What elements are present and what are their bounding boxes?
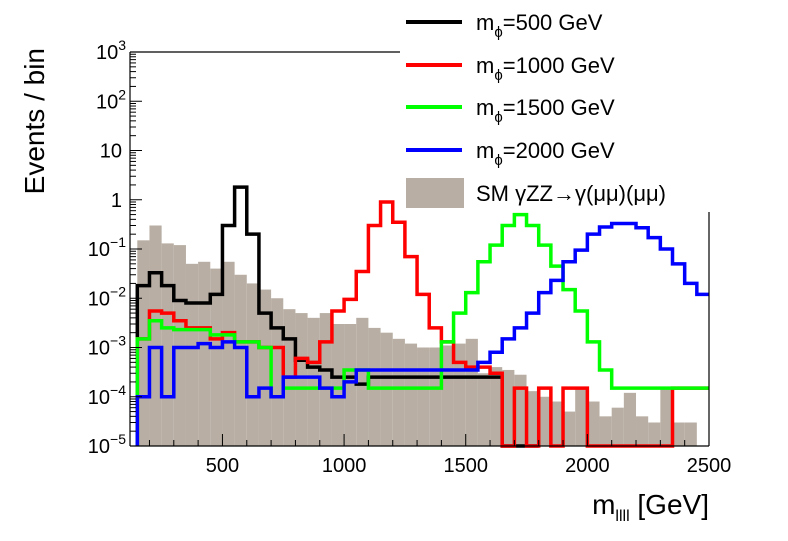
- bar-sm-zz-5: [198, 261, 211, 446]
- bar-sm-zz-41: [636, 416, 649, 446]
- bar-sm-zz-33: [538, 396, 551, 446]
- bar-sm-zz-18: [356, 317, 369, 446]
- y-tick-label-6: 10: [100, 141, 122, 163]
- legend-swatch-4: [406, 178, 464, 208]
- bar-sm-zz-27: [465, 338, 478, 446]
- y-tick-label-8: 103: [96, 37, 126, 64]
- legend-label-2: mϕ=1500 GeV: [476, 95, 615, 126]
- bar-sm-zz-30: [502, 369, 515, 446]
- legend-label-3: mϕ=2000 GeV: [476, 138, 615, 169]
- bar-sm-zz-1: [149, 225, 162, 446]
- bar-sm-zz-6: [210, 268, 223, 446]
- bar-sm-zz-25: [441, 345, 454, 446]
- bar-sm-zz-26: [453, 343, 466, 446]
- series-layer: [135, 185, 709, 448]
- legend-label-1: mϕ=1000 GeV: [476, 53, 615, 84]
- bar-sm-zz-17: [344, 324, 357, 446]
- labels-layer: 500 1000 1500 2000 2500 10−5 10−4 10−3 10−2 10−1 1…: [19, 37, 731, 525]
- bar-sm-zz-35: [563, 411, 576, 446]
- bar-sm-zz-32: [526, 391, 539, 446]
- bar-sm-zz-15: [319, 313, 332, 446]
- x-tick-label-1: 1000: [322, 455, 367, 477]
- bar-sm-zz-21: [392, 338, 405, 446]
- bar-sm-zz-24: [429, 347, 442, 446]
- x-axis-title: mllll [GeV]: [592, 489, 709, 525]
- bar-sm-zz-43: [660, 388, 673, 446]
- legend-label-0: mϕ=500 GeV: [476, 10, 603, 41]
- bar-sm-zz-39: [611, 407, 624, 446]
- x-tick-label-3: 2000: [565, 455, 610, 477]
- legend-label-4: SM γZZ→γ(μμ)(μμ): [476, 181, 666, 206]
- background-layer: [137, 225, 697, 446]
- y-tick-label-0: 10−5: [88, 431, 126, 458]
- series-line-m-phi-2000-gev: [135, 221, 709, 446]
- bar-sm-zz-4: [185, 263, 199, 446]
- legend: mϕ=500 GeV mϕ=1000 GeV mϕ=1500 GeV mϕ=2000 …: [400, 0, 720, 212]
- bar-sm-zz-40: [623, 392, 637, 446]
- bar-sm-zz-0: [137, 240, 150, 446]
- y-tick-label-1: 10−4: [88, 382, 126, 409]
- y-tick-label-3: 10−2: [88, 283, 126, 310]
- bar-sm-zz-7: [222, 261, 235, 446]
- bar-sm-zz-23: [417, 347, 430, 446]
- bar-sm-zz-44: [672, 422, 685, 446]
- bar-sm-zz-29: [490, 367, 503, 446]
- x-tick-label-2: 1500: [443, 455, 488, 477]
- bar-sm-zz-13: [295, 313, 308, 446]
- series-line-m-phi-1500-gev: [135, 212, 709, 446]
- bar-sm-zz-2: [161, 243, 174, 446]
- y-tick-label-7: 102: [96, 86, 126, 113]
- x-tick-label-0: 500: [206, 455, 239, 477]
- bar-sm-zz-9: [246, 283, 259, 446]
- bar-sm-zz-10: [258, 289, 272, 446]
- x-tick-label-4: 2500: [687, 455, 732, 477]
- bar-sm-zz-11: [271, 298, 284, 446]
- y-tick-label-4: 10−1: [88, 234, 126, 261]
- bar-sm-zz-45: [684, 422, 697, 446]
- bar-sm-zz-16: [331, 324, 345, 446]
- ticks-layer: [130, 51, 710, 447]
- bar-sm-zz-3: [173, 245, 186, 446]
- bar-sm-zz-42: [648, 422, 661, 446]
- bar-sm-zz-31: [514, 374, 527, 446]
- y-axis-title: Events / bin: [19, 48, 50, 194]
- bar-sm-zz-38: [599, 416, 612, 446]
- bar-sm-zz-14: [307, 317, 320, 446]
- bar-sm-zz-37: [587, 401, 600, 446]
- bar-sm-zz-36: [575, 388, 588, 446]
- bar-sm-zz-8: [234, 274, 247, 446]
- bar-sm-zz-22: [404, 343, 418, 446]
- y-tick-label-5: 1: [111, 190, 122, 212]
- bar-sm-zz-28: [477, 373, 491, 446]
- y-tick-label-2: 10−3: [88, 333, 126, 360]
- bar-sm-zz-34: [550, 401, 564, 446]
